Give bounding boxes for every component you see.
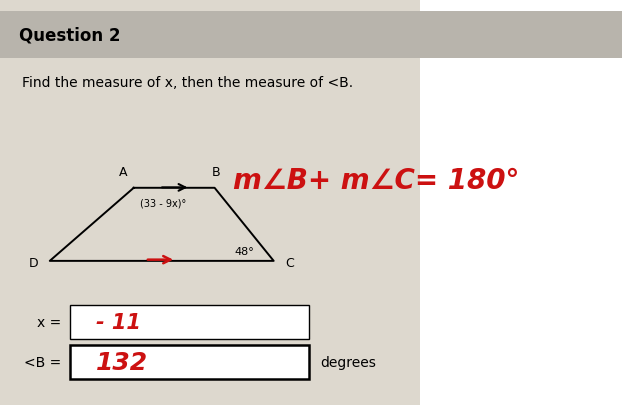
Text: degrees: degrees bbox=[320, 356, 376, 369]
Text: (33 - 9x)°: (33 - 9x)° bbox=[140, 198, 186, 209]
Text: B: B bbox=[212, 166, 221, 179]
Text: <B =: <B = bbox=[24, 356, 65, 369]
Bar bbox=[0, 12, 622, 59]
Text: x =: x = bbox=[37, 315, 65, 329]
Text: 48°: 48° bbox=[234, 246, 254, 256]
Text: 132: 132 bbox=[96, 350, 149, 375]
Bar bbox=[0, 0, 420, 405]
FancyBboxPatch shape bbox=[70, 345, 309, 379]
Text: D: D bbox=[29, 257, 39, 270]
FancyBboxPatch shape bbox=[70, 305, 309, 339]
Text: - 11: - 11 bbox=[96, 312, 141, 332]
Text: A: A bbox=[119, 166, 128, 179]
Text: Find the measure of x, then the measure of <B.: Find the measure of x, then the measure … bbox=[22, 76, 353, 90]
Text: Question 2: Question 2 bbox=[19, 27, 120, 45]
Text: m∠B+ m∠C= 180°: m∠B+ m∠C= 180° bbox=[233, 166, 519, 194]
Text: C: C bbox=[285, 257, 294, 270]
